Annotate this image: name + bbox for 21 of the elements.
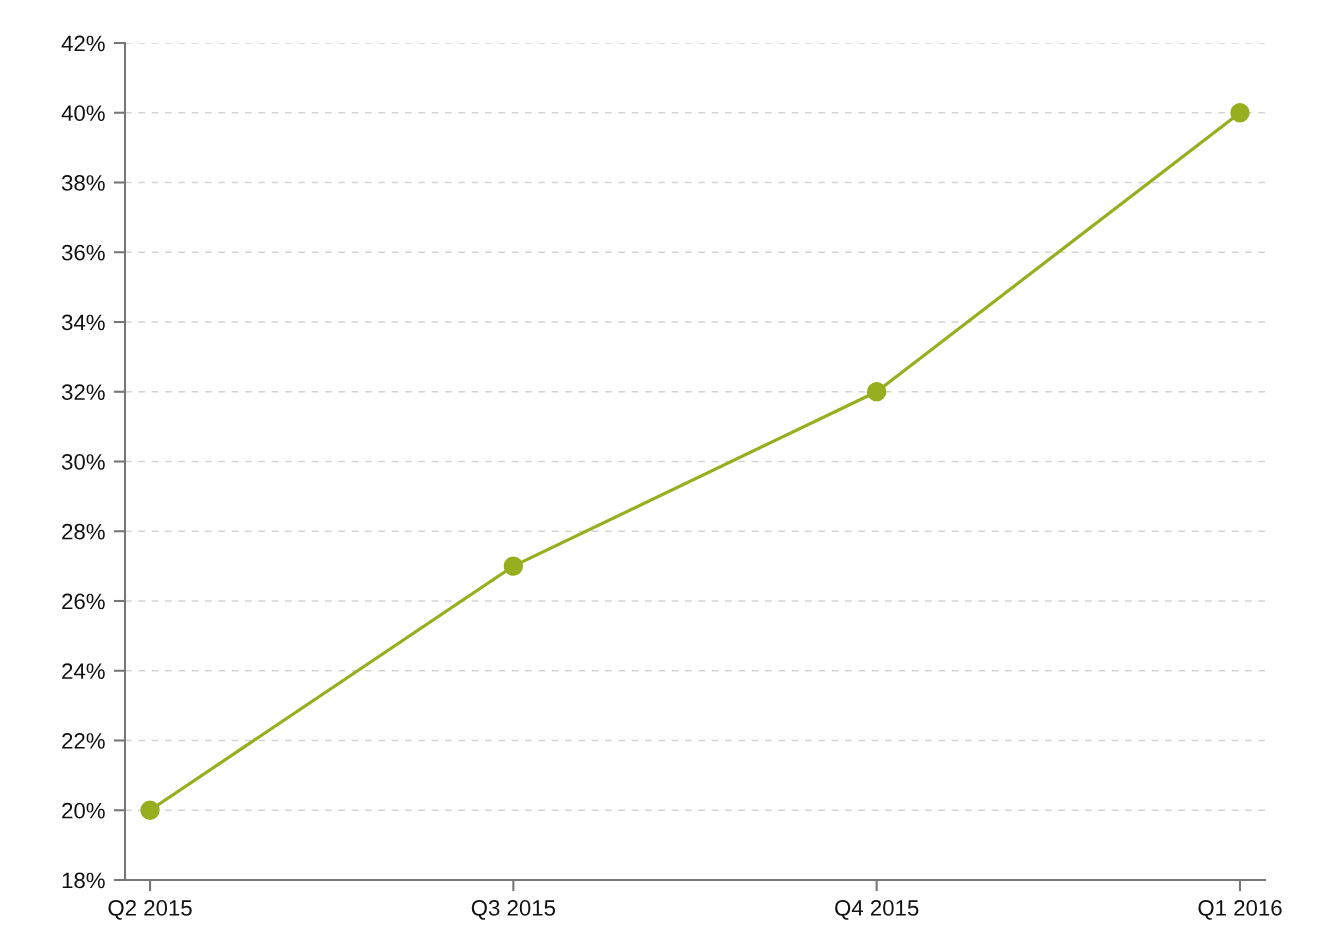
point (503, 556, 524, 576)
y-tick-label: 32% (61, 384, 105, 401)
y-tick-label: 30% (61, 454, 105, 470)
y-tick-label: 24% (62, 663, 105, 679)
y-tick-label: 26% (62, 593, 105, 610)
y-tick-label: 22% (62, 733, 105, 749)
y-tick-label: 36% (61, 244, 105, 261)
point (140, 800, 160, 820)
x-tick-label: Q4 2015 (835, 900, 919, 920)
y-tick-label: 28% (62, 523, 105, 540)
y-tick-label: 34% (61, 314, 105, 331)
x-tick-label: Q1 2016 (1198, 900, 1282, 920)
y-tick-label: 18% (62, 872, 105, 889)
y-tick-label: 40% (61, 105, 105, 122)
y-tick-label: 20% (62, 802, 105, 819)
y-tick-label: 38% (61, 175, 105, 191)
x-tick-label: Q2 2015 (108, 900, 192, 920)
point (1230, 103, 1250, 123)
point (866, 382, 887, 402)
x-tick-label: Q3 2015 (471, 900, 556, 920)
y-tick-label: 42% (61, 35, 105, 52)
